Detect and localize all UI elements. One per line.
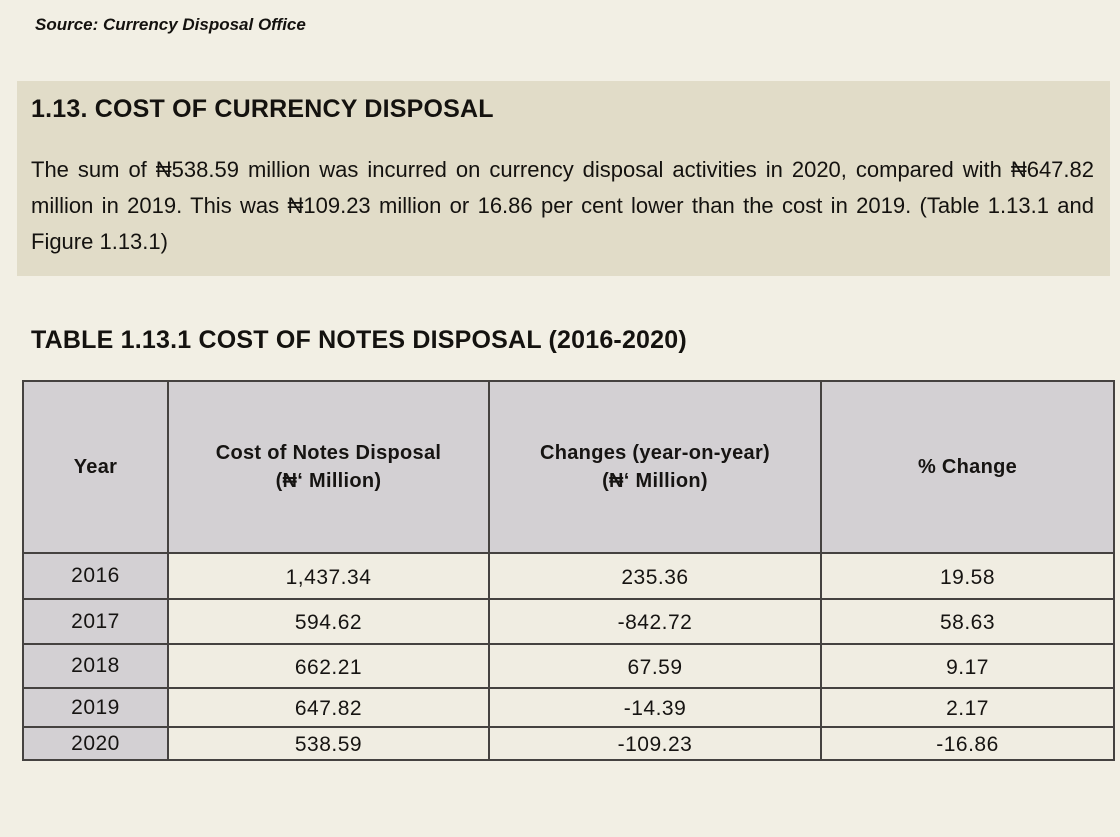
cell-year: 2016 bbox=[22, 552, 169, 600]
cell-year: 2019 bbox=[22, 687, 169, 728]
column-header-label: Year bbox=[73, 456, 118, 478]
table-row: 2019 647.82 -14.39 2.17 bbox=[22, 687, 1115, 728]
column-header-year: Year bbox=[22, 380, 169, 554]
table-row: 2020 538.59 -109.23 -16.86 bbox=[22, 726, 1115, 761]
cell-cost: 538.59 bbox=[167, 726, 490, 761]
cell-change: 67.59 bbox=[488, 643, 822, 689]
cell-cost: 647.82 bbox=[167, 687, 490, 728]
table-title: TABLE 1.13.1 COST OF NOTES DISPOSAL (201… bbox=[31, 326, 687, 354]
cost-of-notes-disposal-table: Year Cost of Notes Disposal (₦‘ Million)… bbox=[22, 380, 1115, 761]
table-row: 2018 662.21 67.59 9.17 bbox=[22, 643, 1115, 689]
cell-pct: -16.86 bbox=[820, 726, 1115, 761]
cell-pct: 9.17 bbox=[820, 643, 1115, 689]
cell-change: -14.39 bbox=[488, 687, 822, 728]
source-caption: Source: Currency Disposal Office bbox=[35, 15, 306, 34]
table-row: 2017 594.62 -842.72 58.63 bbox=[22, 598, 1115, 645]
cell-change: 235.36 bbox=[488, 552, 822, 600]
column-header-cost: Cost of Notes Disposal (₦‘ Million) bbox=[167, 380, 490, 554]
section-heading: 1.13. COST OF CURRENCY DISPOSAL bbox=[31, 95, 494, 123]
cell-year: 2020 bbox=[22, 726, 169, 761]
column-header-unit: (₦‘ Million) bbox=[275, 470, 382, 492]
cell-cost: 594.62 bbox=[167, 598, 490, 645]
cell-change: -842.72 bbox=[488, 598, 822, 645]
table-header-row: Year Cost of Notes Disposal (₦‘ Million)… bbox=[22, 380, 1115, 554]
cell-year: 2017 bbox=[22, 598, 169, 645]
highlighted-section: 1.13. COST OF CURRENCY DISPOSAL The sum … bbox=[17, 81, 1110, 276]
column-header-unit: (₦‘ Million) bbox=[602, 470, 708, 492]
cell-change: -109.23 bbox=[488, 726, 822, 761]
cell-pct: 19.58 bbox=[820, 552, 1115, 600]
column-header-pct-change: % Change bbox=[820, 380, 1115, 554]
cell-cost: 1,437.34 bbox=[167, 552, 490, 600]
cell-pct: 58.63 bbox=[820, 598, 1115, 645]
column-header-changes: Changes (year-on-year) (₦‘ Million) bbox=[488, 380, 822, 554]
cell-year: 2018 bbox=[22, 643, 169, 689]
column-header-label: Cost of Notes Disposal bbox=[215, 442, 442, 464]
column-header-label: % Change bbox=[917, 456, 1018, 478]
cell-cost: 662.21 bbox=[167, 643, 490, 689]
table-row: 2016 1,437.34 235.36 19.58 bbox=[22, 552, 1115, 600]
column-header-label: Changes (year-on-year) bbox=[540, 442, 770, 464]
section-paragraph: The sum of ₦538.59 million was incurred … bbox=[31, 157, 1094, 254]
cell-pct: 2.17 bbox=[820, 687, 1115, 728]
